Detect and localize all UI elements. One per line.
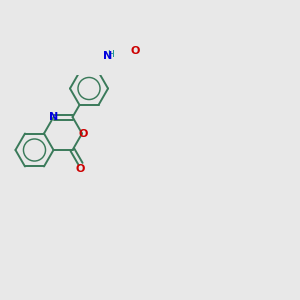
Text: O: O [130,46,140,56]
Text: N: N [103,51,112,62]
Text: H: H [107,50,114,59]
Text: N: N [49,112,58,122]
Text: O: O [79,128,88,139]
Text: O: O [76,164,85,173]
